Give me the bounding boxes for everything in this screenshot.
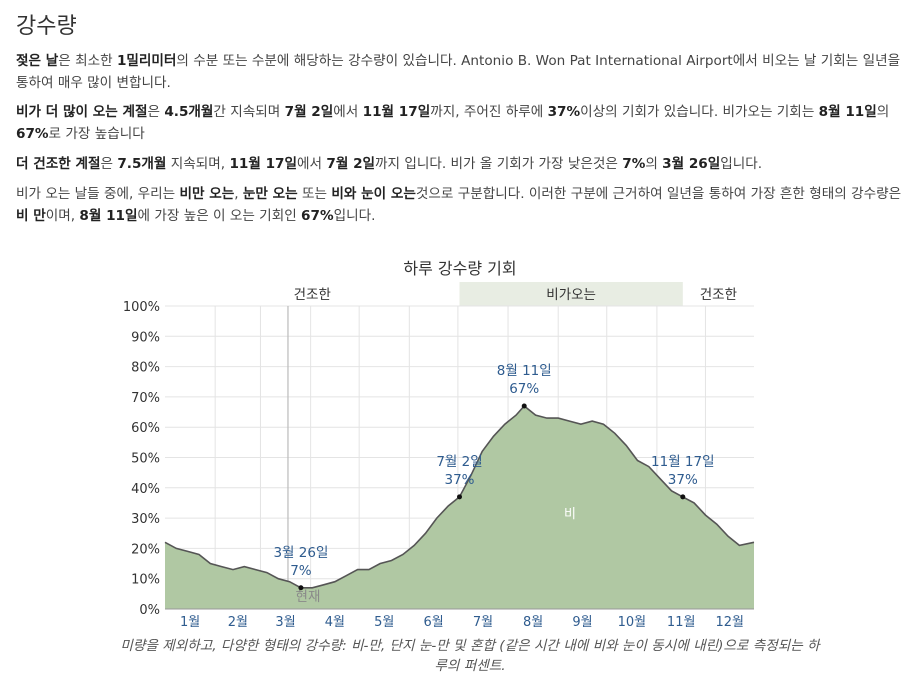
season-label: 건조한 xyxy=(700,287,737,303)
y-tick-label: 50% xyxy=(131,452,160,467)
area-label-rain: 비 xyxy=(564,507,576,522)
text: 입니다. xyxy=(720,156,763,172)
text: 에서 xyxy=(297,156,327,172)
value: 7월 2일 xyxy=(326,156,376,172)
term-dry-season: 더 건조한 계절 xyxy=(16,156,101,172)
text: 에서 xyxy=(333,104,363,120)
annotation-point xyxy=(521,403,527,409)
annotation-date: 8월 11일 xyxy=(497,363,552,379)
text: 은 xyxy=(100,156,118,172)
value: 67% xyxy=(301,208,334,224)
value: 7% xyxy=(622,156,646,172)
text: 이며, xyxy=(45,208,80,224)
text: 에 가장 높은 이 오는 기회인 xyxy=(137,208,302,224)
x-tick-label: 11월 xyxy=(667,615,696,630)
text: 또는 xyxy=(297,186,332,202)
x-tick-label: 2월 xyxy=(228,615,248,630)
x-tick-label: 8월 xyxy=(523,615,543,630)
text: 입니다. xyxy=(333,208,376,224)
x-tick-label: 9월 xyxy=(572,615,592,630)
value: 3월 26일 xyxy=(662,156,721,172)
x-tick-label: 6월 xyxy=(423,615,443,630)
x-tick-label: 12월 xyxy=(715,615,744,630)
value: 11월 17일 xyxy=(229,156,298,172)
value: 8월 11일 xyxy=(818,104,877,120)
text: 이상의 기회가 있습니다. 비가오는 기회는 xyxy=(580,104,819,120)
rain-area xyxy=(165,406,754,609)
annotation-value: 7% xyxy=(290,563,312,579)
today-marker-label: 현재 xyxy=(296,589,321,605)
text: 의 xyxy=(645,156,663,172)
value: 67% xyxy=(16,126,49,142)
annotation-point xyxy=(457,494,462,500)
x-tick-label: 7월 xyxy=(473,615,493,630)
y-tick-label: 10% xyxy=(131,573,160,588)
y-tick-label: 20% xyxy=(131,542,160,557)
text: 지속되며, xyxy=(166,156,230,172)
season-label: 비가오는 xyxy=(546,287,596,303)
paragraph-wet-season: 비가 더 많이 오는 계절은 4.5개월간 지속되며 7월 2일에서 11월 1… xyxy=(16,101,904,145)
text: 은 xyxy=(147,104,165,120)
y-tick-label: 0% xyxy=(139,603,160,618)
value: 7월 2일 xyxy=(284,104,334,120)
text: 은 최소한 xyxy=(58,53,117,69)
annotation-value: 37% xyxy=(444,472,474,488)
term-snow-only: 눈만 오는 xyxy=(242,186,298,202)
text: , xyxy=(234,186,243,202)
y-tick-label: 30% xyxy=(131,512,160,527)
y-tick-label: 60% xyxy=(131,421,160,436)
value: 37% xyxy=(547,104,581,120)
paragraph-dry-season: 더 건조한 계절은 7.5개월 지속되며, 11월 17일에서 7월 2일까지 … xyxy=(16,153,904,175)
wet-season-band xyxy=(459,282,683,306)
term-wet-season: 비가 더 많이 오는 계절 xyxy=(16,104,148,120)
paragraph-wet-days: 젖은 날은 최소한 1밀리미터의 수분 또는 수분에 해당하는 강수량이 있습니… xyxy=(16,50,904,94)
annotation-value: 37% xyxy=(668,472,698,488)
text: 것으로 구분합니다. 이러한 구분에 근거하여 일년을 통하여 가장 흔한 형태… xyxy=(415,186,902,202)
annotation-point xyxy=(298,585,304,591)
annotation-date: 11월 17일 xyxy=(651,454,715,470)
y-tick-label: 100% xyxy=(123,300,160,315)
annotation-date: 7월 2일 xyxy=(436,454,482,470)
y-tick-label: 90% xyxy=(131,330,160,345)
season-label: 건조한 xyxy=(294,287,331,303)
x-tick-label: 1월 xyxy=(180,615,200,630)
x-tick-label: 10월 xyxy=(618,615,647,630)
paragraph-precip-types: 비가 오는 날들 중에, 우리는 비만 오는, 눈만 오는 또는 비와 눈이 오… xyxy=(16,183,904,227)
annotation-date: 3월 26일 xyxy=(273,545,328,561)
x-tick-label: 4월 xyxy=(325,615,345,630)
x-tick-label: 3월 xyxy=(275,615,295,630)
term-rain-only: 비만 오는 xyxy=(179,186,235,202)
annotation-point xyxy=(680,494,686,500)
value: 8월 11일 xyxy=(79,208,138,224)
x-tick-label: 5월 xyxy=(374,615,394,630)
text: 비가 오는 날들 중에, 우리는 xyxy=(16,186,180,202)
value: 4.5개월 xyxy=(164,104,214,120)
text: 로 가장 높습니다 xyxy=(48,126,145,142)
term-wet-day: 젖은 날 xyxy=(16,53,59,69)
term-rain-alone: 비 만 xyxy=(16,208,46,224)
precip-chance-chart: 하루 강수량 기회 건조한 비가오는 건조한 비현재 3월 26일 7% 7월 2일 37… xyxy=(123,259,755,630)
chart-caption: 미량을 제외하고, 다양한 형태의 강수량: 비-만, 단지 눈-만 및 혼합 … xyxy=(120,638,820,674)
text: 의 수분 또는 수분에 해당하는 강수량이 있습니다. Antonio B. W… xyxy=(16,53,901,91)
term-mixed: 비와 눈이 오는 xyxy=(331,186,416,202)
chart-title: 하루 강수량 기회 xyxy=(403,259,516,278)
value: 11월 17일 xyxy=(362,104,431,120)
text: 간 지속되며 xyxy=(213,104,285,120)
term-threshold: 1밀리미터 xyxy=(116,53,177,69)
section-title: 강수량 xyxy=(16,14,77,39)
text: 까지, 주어진 하루에 xyxy=(430,104,548,120)
y-tick-label: 80% xyxy=(131,361,160,376)
y-tick-label: 70% xyxy=(131,391,160,406)
value: 7.5개월 xyxy=(117,156,167,172)
annotation-value: 67% xyxy=(509,381,539,397)
y-tick-label: 40% xyxy=(131,482,160,497)
text: 의 xyxy=(876,104,890,120)
text: 까지 입니다. 비가 올 기회가 가장 낮은것은 xyxy=(375,156,623,172)
